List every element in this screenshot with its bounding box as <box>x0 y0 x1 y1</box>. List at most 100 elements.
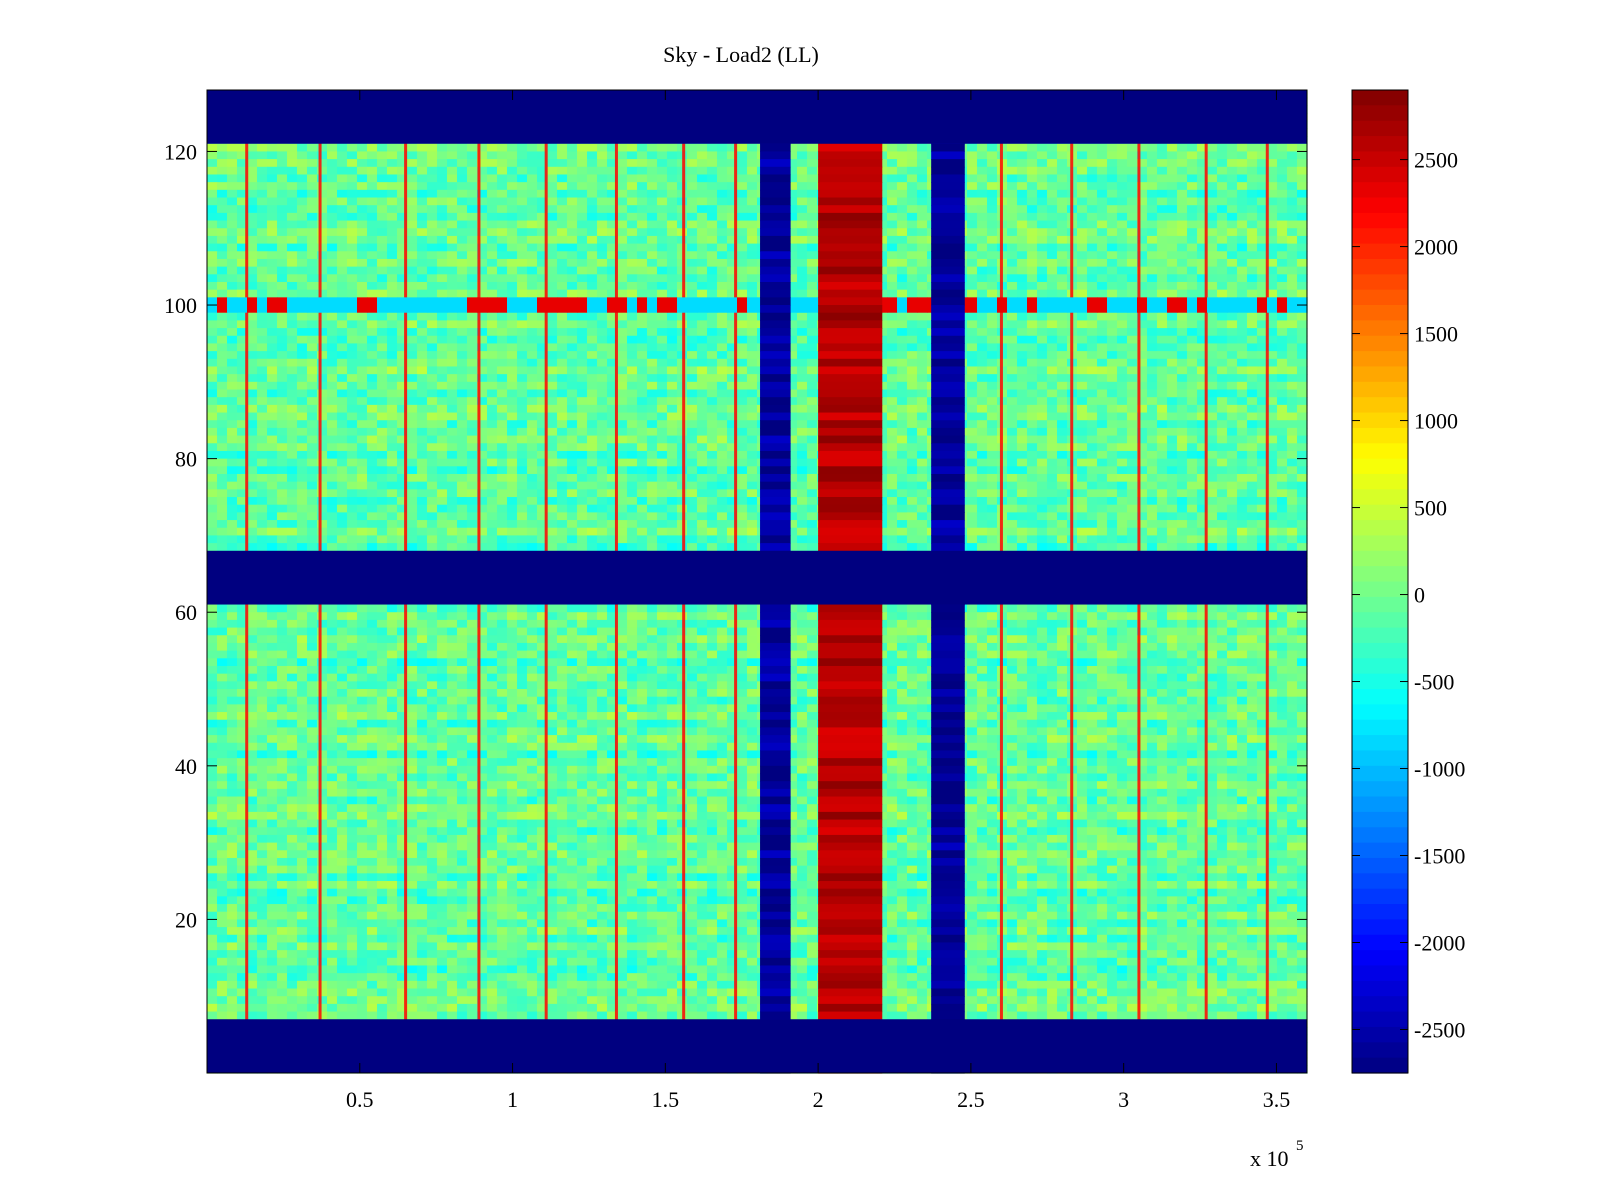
heatmap-cell <box>1227 282 1238 290</box>
heatmap-cell <box>1177 167 1188 175</box>
heatmap-cell <box>507 228 518 236</box>
heatmap-cell <box>917 174 928 182</box>
heatmap-cell <box>687 382 698 390</box>
heatmap-cell <box>497 159 508 167</box>
heatmap-cell <box>597 167 608 175</box>
heatmap-cell <box>797 190 808 198</box>
heatmap-cell <box>917 390 928 398</box>
heatmap-cell <box>807 374 818 382</box>
heatmap-cell <box>337 436 348 444</box>
heatmap-cell <box>247 366 258 374</box>
heatmap-cell <box>1057 167 1068 175</box>
heatmap-cell <box>707 151 718 159</box>
heatmap-cell <box>337 390 348 398</box>
heatmap-cell <box>1147 274 1158 282</box>
heatmap-cell <box>1087 221 1098 229</box>
heatmap-cell <box>297 244 308 252</box>
heatmap-cell <box>737 343 748 351</box>
heatmap-cell <box>367 228 378 236</box>
heatmap-cell <box>517 259 528 267</box>
heatmap-cell <box>497 244 508 252</box>
heatmap-cell <box>377 190 388 198</box>
heatmap-cell <box>697 428 708 436</box>
heatmap-cell <box>527 313 538 321</box>
heatmap-cell <box>687 236 698 244</box>
heatmap-cell <box>697 390 708 398</box>
heatmap-cell <box>1027 351 1038 359</box>
heatmap-cell <box>347 221 358 229</box>
heatmap-cell <box>1247 267 1258 275</box>
heatmap-cell <box>337 244 348 252</box>
heatmap-cell <box>587 205 598 213</box>
heatmap-cell <box>517 190 528 198</box>
heatmap-cell <box>1107 205 1118 213</box>
heatmap-cell <box>657 351 668 359</box>
heatmap-cell <box>887 420 898 428</box>
heatmap-cell <box>667 390 678 398</box>
heatmap-cell <box>1207 174 1218 182</box>
heatmap-cell <box>527 359 538 367</box>
heatmap-cell <box>1147 205 1158 213</box>
heatmap-cell <box>267 221 278 229</box>
heatmap-cell <box>547 144 558 152</box>
heatmap-cell <box>1057 390 1068 398</box>
heatmap-cell <box>577 198 588 206</box>
heatmap-cell <box>457 428 468 436</box>
heatmap-cell <box>737 366 748 374</box>
heatmap-cell <box>1247 198 1258 206</box>
heatmap-cell <box>267 267 278 275</box>
heatmap-cell <box>807 167 818 175</box>
heatmap-cell <box>577 351 588 359</box>
heatmap-cell <box>457 436 468 444</box>
heatmap-cell <box>367 320 378 328</box>
heatmap-cell <box>687 405 698 413</box>
heatmap-cell <box>1117 351 1128 359</box>
heatmap-cell <box>967 267 978 275</box>
heatmap-cell <box>517 282 528 290</box>
heatmap-cell <box>517 167 528 175</box>
heatmap-cell <box>347 397 358 405</box>
heatmap-cell <box>1017 274 1028 282</box>
heatmap-cell <box>217 428 228 436</box>
heatmap-cell <box>507 428 518 436</box>
heatmap-cell <box>1147 374 1158 382</box>
heatmap-cell <box>547 420 558 428</box>
heatmap-cell <box>597 436 608 444</box>
heatmap-cell <box>1167 174 1178 182</box>
heatmap-cell <box>987 428 998 436</box>
heatmap-cell <box>387 436 398 444</box>
heatmap-cell <box>697 420 708 428</box>
heatmap-cell <box>797 328 808 336</box>
heatmap-cell <box>977 413 988 421</box>
heatmap-cell <box>557 328 568 336</box>
heatmap-cell <box>887 174 898 182</box>
heatmap-cell <box>567 174 578 182</box>
heatmap-cell <box>377 251 388 259</box>
heatmap-cell <box>1167 182 1178 190</box>
heatmap-cell <box>647 190 658 198</box>
heatmap-cell <box>1227 420 1238 428</box>
heatmap-cell <box>447 174 458 182</box>
heatmap-cell <box>1027 267 1038 275</box>
heatmap-cell <box>577 420 588 428</box>
heatmap-cell <box>567 428 578 436</box>
heatmap-cell <box>1177 221 1188 229</box>
heatmap-cell <box>1157 151 1168 159</box>
heatmap-cell <box>1037 336 1048 344</box>
heatmap-cell <box>257 397 268 405</box>
heatmap-cell <box>917 420 928 428</box>
heatmap-cell <box>327 159 338 167</box>
heatmap-cell <box>437 144 448 152</box>
heatmap-cell <box>1057 259 1068 267</box>
heatmap-cell <box>587 190 598 198</box>
heatmap-cell <box>617 382 628 390</box>
heatmap-cell <box>407 351 418 359</box>
heatmap-cell <box>1007 290 1018 298</box>
heatmap-cell <box>297 221 308 229</box>
heatmap-cell <box>1187 428 1198 436</box>
heatmap-cell <box>1147 151 1158 159</box>
heatmap-cell <box>227 320 238 328</box>
heatmap-cell <box>337 151 348 159</box>
heatmap-cell <box>417 267 428 275</box>
heatmap-cell <box>387 290 398 298</box>
